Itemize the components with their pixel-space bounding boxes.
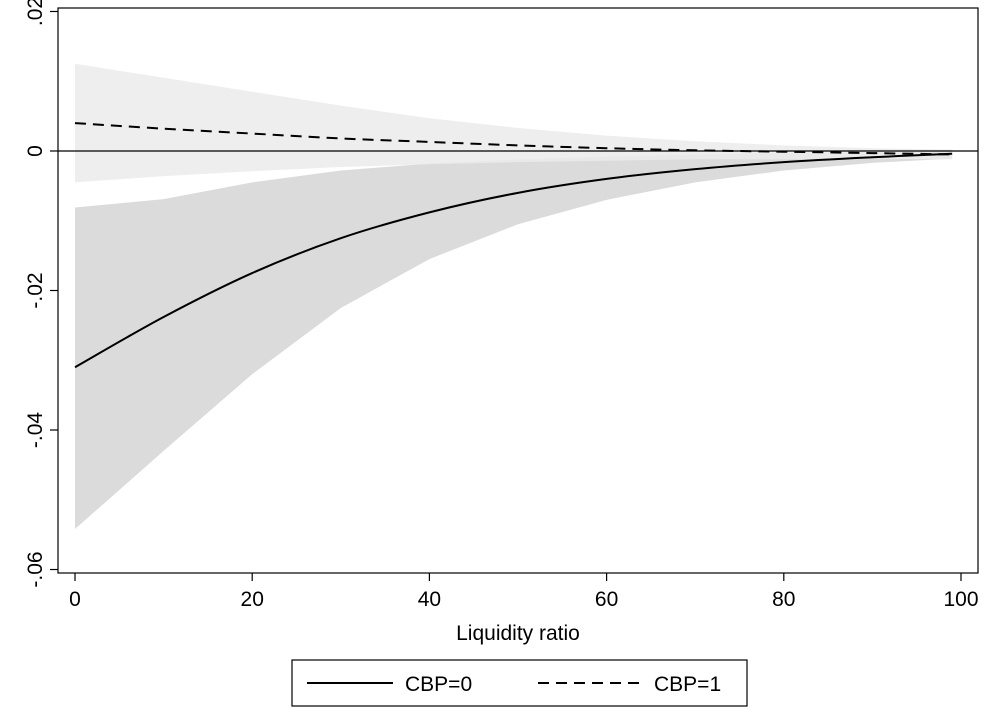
x-tick-label: 60 [595, 588, 618, 611]
legend-label: CBP=1 [654, 673, 721, 696]
legend-label: CBP=0 [405, 673, 472, 696]
x-tick-label: 20 [241, 588, 264, 611]
x-tick-label: 0 [69, 588, 81, 611]
y-tick-label: 0 [24, 145, 47, 157]
ci-band-cbp-1 [75, 63, 953, 183]
line-cbp-1 [74, 122, 953, 156]
y-axis: .02 0 -.02 -.04 -.06 [24, 0, 58, 588]
x-tick-label: 100 [943, 588, 978, 611]
y-tick-label: .02 [24, 0, 47, 26]
line-cbp-0 [74, 152, 953, 369]
y-tick-label: -.04 [24, 412, 47, 449]
confidence-bands [75, 63, 953, 530]
y-tick-label: -.06 [24, 551, 47, 587]
y-tick-label: -.02 [24, 272, 47, 308]
ci-band-cbp-0 [75, 149, 953, 530]
x-tick-label: 80 [772, 588, 795, 611]
x-axis: 0 20 40 60 80 100 [69, 573, 979, 611]
legend: CBP=0 CBP=1 [291, 659, 748, 707]
series-lines [74, 122, 953, 369]
x-tick-label: 40 [418, 588, 441, 611]
x-axis-label: Liquidity ratio [456, 622, 580, 645]
